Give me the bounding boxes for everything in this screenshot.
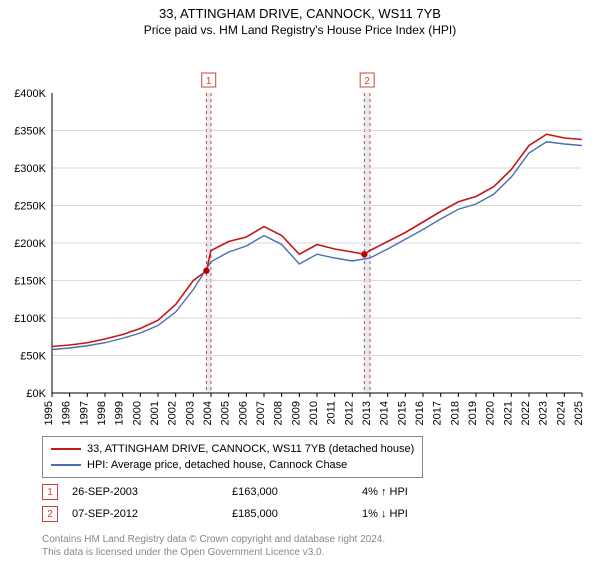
svg-text:1997: 1997 bbox=[78, 401, 90, 425]
legend-item-2: HPI: Average price, detached house, Cann… bbox=[51, 457, 414, 473]
chart-title-line1: 33, ATTINGHAM DRIVE, CANNOCK, WS11 7YB bbox=[0, 6, 600, 21]
svg-text:2014: 2014 bbox=[379, 401, 391, 425]
svg-text:2003: 2003 bbox=[184, 401, 196, 425]
sale-price-1: £163,000 bbox=[232, 486, 362, 498]
svg-text:1998: 1998 bbox=[96, 401, 108, 425]
svg-text:2015: 2015 bbox=[396, 401, 408, 425]
svg-text:£350K: £350K bbox=[14, 126, 46, 138]
legend-label-1: 33, ATTINGHAM DRIVE, CANNOCK, WS11 7YB (… bbox=[87, 443, 414, 455]
svg-text:2011: 2011 bbox=[326, 401, 338, 425]
svg-text:2001: 2001 bbox=[149, 401, 161, 425]
svg-text:2019: 2019 bbox=[467, 401, 479, 425]
svg-text:2000: 2000 bbox=[131, 401, 143, 425]
svg-text:£100K: £100K bbox=[14, 313, 46, 325]
svg-text:£0K: £0K bbox=[26, 388, 46, 400]
sale-delta-1: 4% ↑ HPI bbox=[362, 486, 408, 498]
sale-price-2: £185,000 bbox=[232, 508, 362, 520]
legend-label-2: HPI: Average price, detached house, Cann… bbox=[87, 459, 347, 471]
sale-point-badge-2: 2 bbox=[42, 506, 58, 522]
sale-date-2: 07-SEP-2012 bbox=[72, 508, 232, 520]
svg-text:£400K: £400K bbox=[14, 88, 46, 100]
svg-text:2023: 2023 bbox=[538, 401, 550, 425]
svg-text:£250K: £250K bbox=[14, 201, 46, 213]
svg-text:2002: 2002 bbox=[167, 401, 179, 425]
legend: 33, ATTINGHAM DRIVE, CANNOCK, WS11 7YB (… bbox=[42, 436, 423, 478]
svg-text:2010: 2010 bbox=[308, 401, 320, 425]
svg-text:1: 1 bbox=[206, 76, 212, 87]
chart-title-line2: Price paid vs. HM Land Registry's House … bbox=[0, 23, 600, 37]
svg-text:1996: 1996 bbox=[61, 401, 73, 425]
svg-text:£300K: £300K bbox=[14, 163, 46, 175]
price-chart: £0K £50K £100K £150K £200K £250K £300K £350K £40… bbox=[0, 41, 600, 441]
svg-text:2006: 2006 bbox=[237, 401, 249, 425]
svg-text:1999: 1999 bbox=[114, 401, 126, 425]
svg-text:2: 2 bbox=[364, 76, 370, 87]
svg-text:2021: 2021 bbox=[502, 401, 514, 425]
svg-text:1995: 1995 bbox=[43, 401, 55, 425]
sale-date-1: 26-SEP-2003 bbox=[72, 486, 232, 498]
svg-text:2013: 2013 bbox=[361, 401, 373, 425]
svg-text:2018: 2018 bbox=[449, 401, 461, 425]
svg-text:2024: 2024 bbox=[555, 401, 567, 425]
footer-line2: This data is licensed under the Open Gov… bbox=[42, 547, 324, 558]
svg-text:2012: 2012 bbox=[343, 401, 355, 425]
svg-text:2008: 2008 bbox=[273, 401, 285, 425]
footer-line1: Contains HM Land Registry data © Crown c… bbox=[42, 534, 385, 545]
svg-text:£200K: £200K bbox=[14, 238, 46, 250]
sale-delta-2: 1% ↓ HPI bbox=[362, 508, 408, 520]
svg-text:2020: 2020 bbox=[485, 401, 497, 425]
sale-point-row-2: 2 07-SEP-2012 £185,000 1% ↓ HPI bbox=[42, 506, 408, 522]
svg-text:2004: 2004 bbox=[202, 401, 214, 425]
sale-point-row-1: 1 26-SEP-2003 £163,000 4% ↑ HPI bbox=[42, 484, 408, 500]
svg-text:2022: 2022 bbox=[520, 401, 532, 425]
svg-text:2007: 2007 bbox=[255, 401, 267, 425]
svg-text:2016: 2016 bbox=[414, 401, 426, 425]
svg-text:2009: 2009 bbox=[290, 401, 302, 425]
svg-text:2005: 2005 bbox=[220, 401, 232, 425]
svg-text:£50K: £50K bbox=[20, 351, 46, 363]
svg-text:2017: 2017 bbox=[432, 401, 444, 425]
svg-text:2025: 2025 bbox=[573, 401, 585, 425]
sale-point-badge-1: 1 bbox=[42, 484, 58, 500]
legend-item-1: 33, ATTINGHAM DRIVE, CANNOCK, WS11 7YB (… bbox=[51, 441, 414, 457]
svg-text:£150K: £150K bbox=[14, 276, 46, 288]
